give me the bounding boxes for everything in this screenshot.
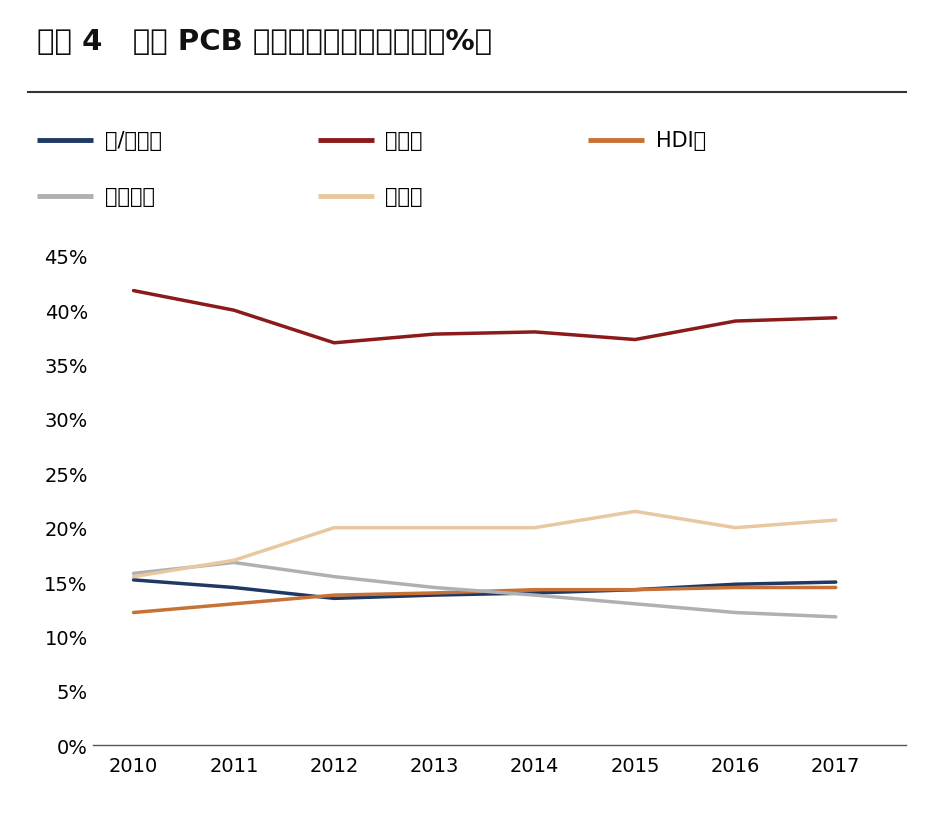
Text: 柔性板: 柔性板 [385,187,422,206]
Text: 封装基板: 封装基板 [105,187,155,206]
Text: 单/双面板: 单/双面板 [105,131,162,152]
Text: HDI板: HDI板 [656,131,706,152]
Text: 图表 4   全球 PCB 产品结构占比变化情况（%）: 图表 4 全球 PCB 产品结构占比变化情况（%） [37,28,492,56]
Text: 多层板: 多层板 [385,131,422,152]
